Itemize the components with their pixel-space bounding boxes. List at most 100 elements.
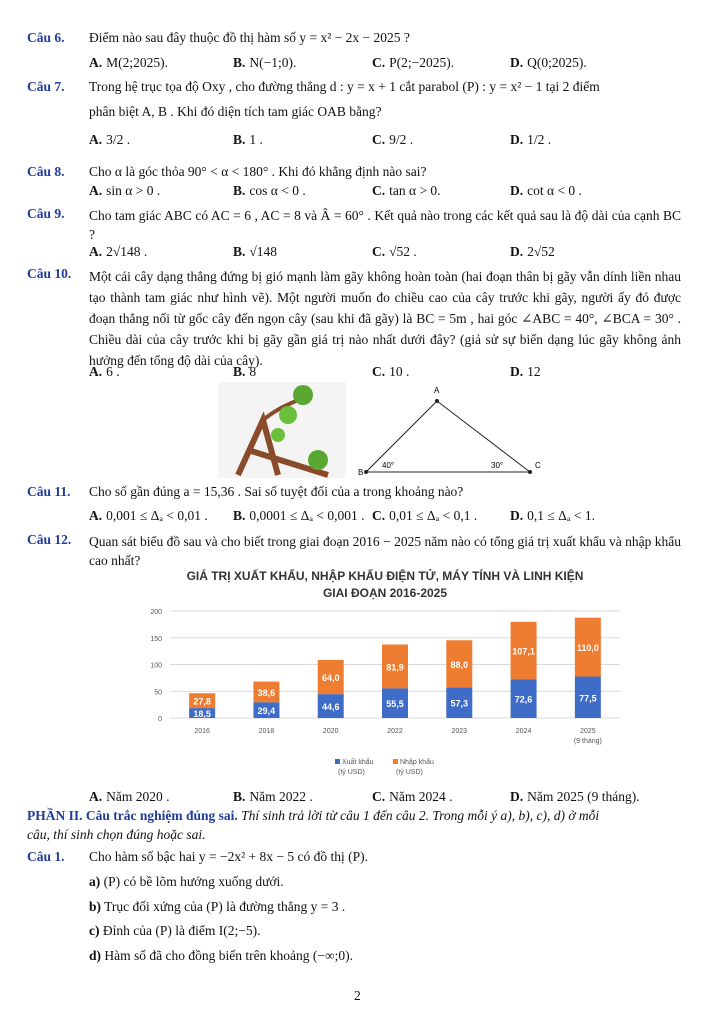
bar-export <box>574 676 601 718</box>
part2-instructions-2: câu, thí sinh chọn đúng hoặc sai. <box>27 827 206 842</box>
angle-b: 40° <box>382 461 394 470</box>
option-text: cot α < 0 . <box>527 183 582 198</box>
vertex-b: B <box>358 468 363 477</box>
statement-c: c) Đỉnh của (P) là điểm I(2;−5). <box>89 923 260 939</box>
option-a: A. Năm 2020 . <box>89 789 170 805</box>
data-label: 107,1 <box>512 647 535 657</box>
q8-text: Cho α là góc thỏa 90° < α < 180° . Khi đ… <box>89 164 427 179</box>
option-text: Năm 2020 . <box>106 789 170 804</box>
option-text: 2√52 <box>527 244 555 259</box>
option-b: B. 0,0001 ≤ Δₐ < 0,001 . <box>233 508 365 524</box>
option-letter: D. <box>510 55 524 70</box>
statement-key: a) <box>89 874 101 889</box>
q8-label: Câu 8. <box>27 164 65 179</box>
x-tick-label: 2020 <box>323 728 339 735</box>
angle-c: 30° <box>491 461 503 470</box>
option-letter: B. <box>233 508 246 523</box>
option-b: B. √148 <box>233 244 277 260</box>
option-letter: B. <box>233 132 246 147</box>
statement-text: Trục đối xứng của (P) là đường thẳng y =… <box>104 898 346 914</box>
statement-a: a) (P) có bề lõm hướng xuống dưới. <box>89 874 284 890</box>
p1-label: Câu 1. <box>27 849 65 864</box>
option-letter: A. <box>89 244 103 259</box>
bar-chart: 0 50 100 150 200 18,5 27,8 2016 29,4 38,6 2018 44,6… <box>150 609 620 776</box>
option-letter: C. <box>372 55 386 70</box>
option-text: √148 <box>249 244 278 259</box>
option-c: C. tan α > 0. <box>372 183 441 199</box>
option-text: √52 . <box>389 244 417 259</box>
option-c: C. 0,01 ≤ Δₐ < 0,1 . <box>372 508 477 524</box>
data-label: 77,5 <box>579 693 597 703</box>
vertex-c: C <box>535 461 541 470</box>
statement-key: b) <box>89 898 102 914</box>
option-text: N(−1;0). <box>249 55 297 70</box>
option-letter: D. <box>510 508 524 523</box>
statement-text: Hàm số đã cho đồng biến trên khoảng (−∞;… <box>104 947 353 963</box>
bar-import <box>574 617 601 677</box>
option-text: Năm 2022 . <box>249 789 313 804</box>
option-d: D. Q(0;2025). <box>510 55 587 71</box>
legend-label: Nhập khẩu <box>400 758 434 766</box>
bar-import <box>510 621 537 680</box>
part2-heading: PHẦN II. Câu trắc nghiệm đúng sai. <box>27 808 238 823</box>
bar-export <box>189 708 216 718</box>
y-tick-label: 100 <box>150 663 162 670</box>
option-text: M(2;2025). <box>106 55 168 70</box>
option-d: D. 0,1 ≤ Δₐ < 1. <box>510 508 595 524</box>
bar-import <box>382 644 408 689</box>
option-text: Năm 2024 . <box>389 789 453 804</box>
legend-unit: (tỷ USD) <box>338 769 365 776</box>
page-number: 2 <box>354 988 361 1003</box>
option-letter: B. <box>233 364 246 379</box>
option-text: 0,001 ≤ Δₐ < 0,01 . <box>106 508 208 523</box>
q6-label: Câu 6. <box>27 30 65 45</box>
legend-swatch <box>393 759 398 764</box>
legend-swatch <box>335 759 340 764</box>
option-a: A. M(2;2025). <box>89 55 168 71</box>
option-c: C. √52 . <box>372 244 417 260</box>
option-text: 6 . <box>106 364 120 379</box>
option-text: 3/2 . <box>106 132 131 147</box>
option-letter: C. <box>372 132 386 147</box>
option-b: B. 8 <box>233 364 256 380</box>
x-tick-label: 2025 <box>580 728 596 735</box>
option-letter: A. <box>89 364 103 379</box>
legend-unit: (tỷ USD) <box>396 769 423 776</box>
option-text: tan α > 0. <box>389 183 441 198</box>
data-label: 110,0 <box>577 643 599 653</box>
option-text: 8 <box>249 364 257 379</box>
bar-export <box>510 679 537 718</box>
chart-subtitle: GIAI ĐOẠN 2016-2025 <box>322 586 448 600</box>
data-label: 57,3 <box>451 699 469 709</box>
data-label: 81,9 <box>386 662 404 672</box>
part2-instructions: Thí sinh trả lời từ câu 1 đến câu 2. Tro… <box>237 808 600 823</box>
option-letter: B. <box>233 244 246 259</box>
q9-text: Cho tam giác ABC có AC = 6 , AC = 8 và Â… <box>89 208 681 242</box>
option-text: 1 . <box>249 132 263 147</box>
option-text: 0,0001 ≤ Δₐ < 0,001 . <box>249 508 365 523</box>
data-label: 38,6 <box>258 688 276 698</box>
statement-key: c) <box>89 923 100 938</box>
option-text: 10 . <box>389 364 410 379</box>
option-letter: C. <box>372 244 386 259</box>
option-b: B. Năm 2022 . <box>233 789 313 805</box>
option-a: A. 2√148 . <box>89 244 147 260</box>
data-label: 88,0 <box>451 660 469 670</box>
bar-export <box>317 694 344 718</box>
option-letter: B. <box>233 55 246 70</box>
q10-label: Câu 10. <box>27 266 72 281</box>
option-d: D. 2√52 <box>510 244 555 260</box>
option-text: 1/2 . <box>527 132 552 147</box>
bar-import <box>189 693 216 709</box>
option-text: P(2;−2025). <box>389 55 455 70</box>
bar-import <box>253 681 280 703</box>
x-tick-label: 2022 <box>387 728 403 735</box>
statement-key: d) <box>89 947 102 963</box>
option-letter: D. <box>510 132 524 147</box>
x-tick-label: 2018 <box>259 728 275 735</box>
option-letter: A. <box>89 508 103 523</box>
bar-export <box>382 688 408 718</box>
option-a: A. sin α > 0 . <box>89 183 160 199</box>
option-c: C. P(2;−2025). <box>372 55 454 71</box>
data-label: 72,6 <box>515 695 533 705</box>
